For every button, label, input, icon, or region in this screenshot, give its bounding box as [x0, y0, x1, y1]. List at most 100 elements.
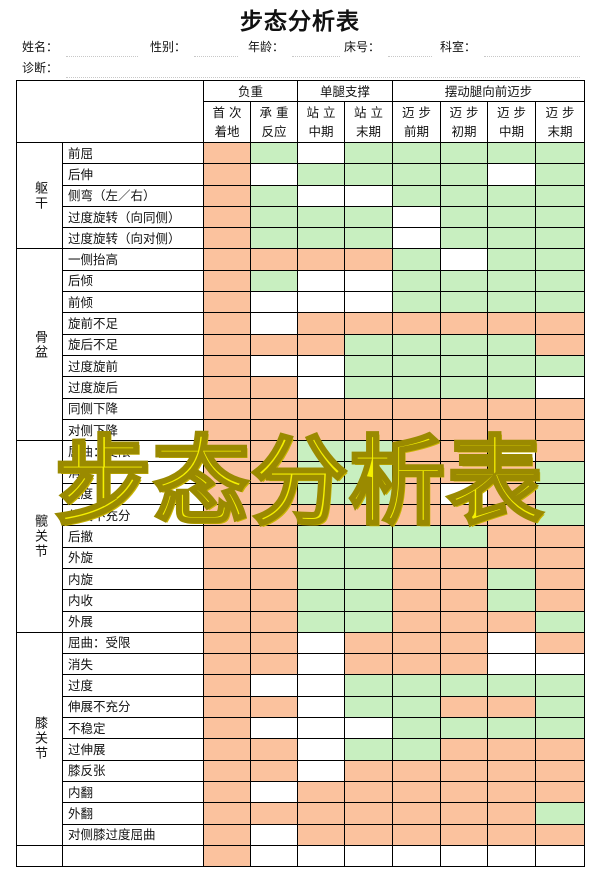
phase-cell[interactable] — [487, 717, 537, 740]
phase-cell[interactable] — [440, 674, 489, 697]
phase-cell[interactable] — [440, 482, 489, 506]
phase-cell[interactable] — [487, 780, 537, 804]
phase-cell[interactable] — [297, 802, 346, 825]
phase-cell[interactable] — [249, 780, 299, 804]
phase-cell[interactable] — [535, 205, 586, 229]
phase-cell[interactable] — [344, 589, 394, 612]
phase-cell[interactable] — [344, 631, 394, 655]
phase-cell[interactable] — [344, 504, 394, 527]
phase-cell[interactable] — [392, 823, 442, 846]
phase-cell[interactable] — [392, 567, 442, 591]
phase-cell[interactable] — [392, 333, 442, 356]
phase-cell[interactable] — [392, 759, 442, 782]
phase-cell[interactable] — [344, 674, 394, 697]
phase-cell[interactable] — [203, 418, 251, 442]
phase-cell[interactable] — [203, 354, 251, 378]
phase-cell[interactable] — [392, 354, 442, 378]
phase-cell[interactable] — [203, 567, 251, 591]
phase-cell[interactable] — [249, 354, 299, 378]
diagnosis-field[interactable] — [66, 57, 580, 78]
phase-cell[interactable] — [203, 589, 251, 612]
phase-cell[interactable] — [203, 227, 251, 250]
phase-cell[interactable] — [487, 269, 537, 293]
phase-cell[interactable] — [487, 653, 537, 676]
phase-cell[interactable] — [344, 227, 394, 250]
phase-cell[interactable] — [535, 440, 586, 463]
phase-cell[interactable] — [487, 546, 537, 569]
phase-cell[interactable] — [392, 291, 442, 314]
phase-cell[interactable] — [392, 674, 442, 697]
phase-cell[interactable] — [249, 653, 299, 676]
phase-cell[interactable] — [344, 823, 394, 846]
phase-cell[interactable] — [249, 738, 299, 761]
phase-cell[interactable] — [487, 291, 537, 314]
phase-cell[interactable] — [344, 291, 394, 314]
phase-cell[interactable] — [440, 354, 489, 378]
phase-cell[interactable] — [487, 802, 537, 825]
phase-cell[interactable] — [344, 354, 394, 378]
phase-cell[interactable] — [440, 567, 489, 591]
phase-cell[interactable] — [249, 589, 299, 612]
phase-cell[interactable] — [440, 205, 489, 229]
phase-cell[interactable] — [297, 695, 346, 719]
phase-cell[interactable] — [392, 248, 442, 271]
phase-cell[interactable] — [535, 461, 586, 484]
phase-cell[interactable] — [535, 653, 586, 676]
phase-cell[interactable] — [249, 397, 299, 420]
phase-cell[interactable] — [297, 354, 346, 378]
phase-cell[interactable] — [203, 184, 251, 207]
phase-cell[interactable] — [487, 227, 537, 250]
phase-cell[interactable] — [535, 397, 586, 420]
phase-cell[interactable] — [203, 248, 251, 271]
phase-cell[interactable] — [487, 674, 537, 697]
phase-cell[interactable] — [344, 248, 394, 271]
phase-cell[interactable] — [297, 780, 346, 804]
phase-cell[interactable] — [535, 759, 586, 782]
phase-cell[interactable] — [487, 823, 537, 846]
phase-cell[interactable] — [440, 461, 489, 484]
phase-cell[interactable] — [249, 461, 299, 484]
phase-cell[interactable] — [344, 695, 394, 719]
phase-cell[interactable] — [535, 546, 586, 569]
phase-cell[interactable] — [440, 653, 489, 676]
phase-cell[interactable] — [440, 589, 489, 612]
phase-cell[interactable] — [535, 333, 586, 356]
phase-cell[interactable] — [535, 312, 586, 335]
phase-cell[interactable] — [535, 525, 586, 548]
phase-cell[interactable] — [249, 376, 299, 399]
phase-cell[interactable] — [535, 674, 586, 697]
name-field[interactable] — [66, 36, 138, 57]
phase-cell[interactable] — [297, 184, 346, 207]
phase-cell[interactable] — [440, 291, 489, 314]
age-field[interactable] — [292, 36, 340, 57]
empty-cell[interactable] — [297, 844, 346, 868]
phase-cell[interactable] — [392, 397, 442, 420]
phase-cell[interactable] — [249, 440, 299, 463]
phase-cell[interactable] — [344, 205, 394, 229]
phase-cell[interactable] — [297, 291, 346, 314]
phase-cell[interactable] — [392, 610, 442, 633]
phase-cell[interactable] — [535, 184, 586, 207]
phase-cell[interactable] — [297, 610, 346, 633]
phase-cell[interactable] — [392, 546, 442, 569]
phase-cell[interactable] — [297, 546, 346, 569]
phase-cell[interactable] — [440, 759, 489, 782]
phase-cell[interactable] — [297, 248, 346, 271]
phase-cell[interactable] — [203, 205, 251, 229]
phase-cell[interactable] — [297, 823, 346, 846]
phase-cell[interactable] — [344, 184, 394, 207]
phase-cell[interactable] — [297, 333, 346, 356]
empty-cell[interactable] — [344, 844, 394, 868]
phase-cell[interactable] — [392, 717, 442, 740]
phase-cell[interactable] — [440, 184, 489, 207]
phase-cell[interactable] — [297, 738, 346, 761]
phase-cell[interactable] — [203, 802, 251, 825]
phase-cell[interactable] — [440, 376, 489, 399]
phase-cell[interactable] — [487, 695, 537, 719]
phase-cell[interactable] — [535, 823, 586, 846]
phase-cell[interactable] — [487, 376, 537, 399]
phase-cell[interactable] — [535, 163, 586, 186]
phase-cell[interactable] — [249, 418, 299, 442]
phase-cell[interactable] — [440, 440, 489, 463]
phase-cell[interactable] — [392, 184, 442, 207]
